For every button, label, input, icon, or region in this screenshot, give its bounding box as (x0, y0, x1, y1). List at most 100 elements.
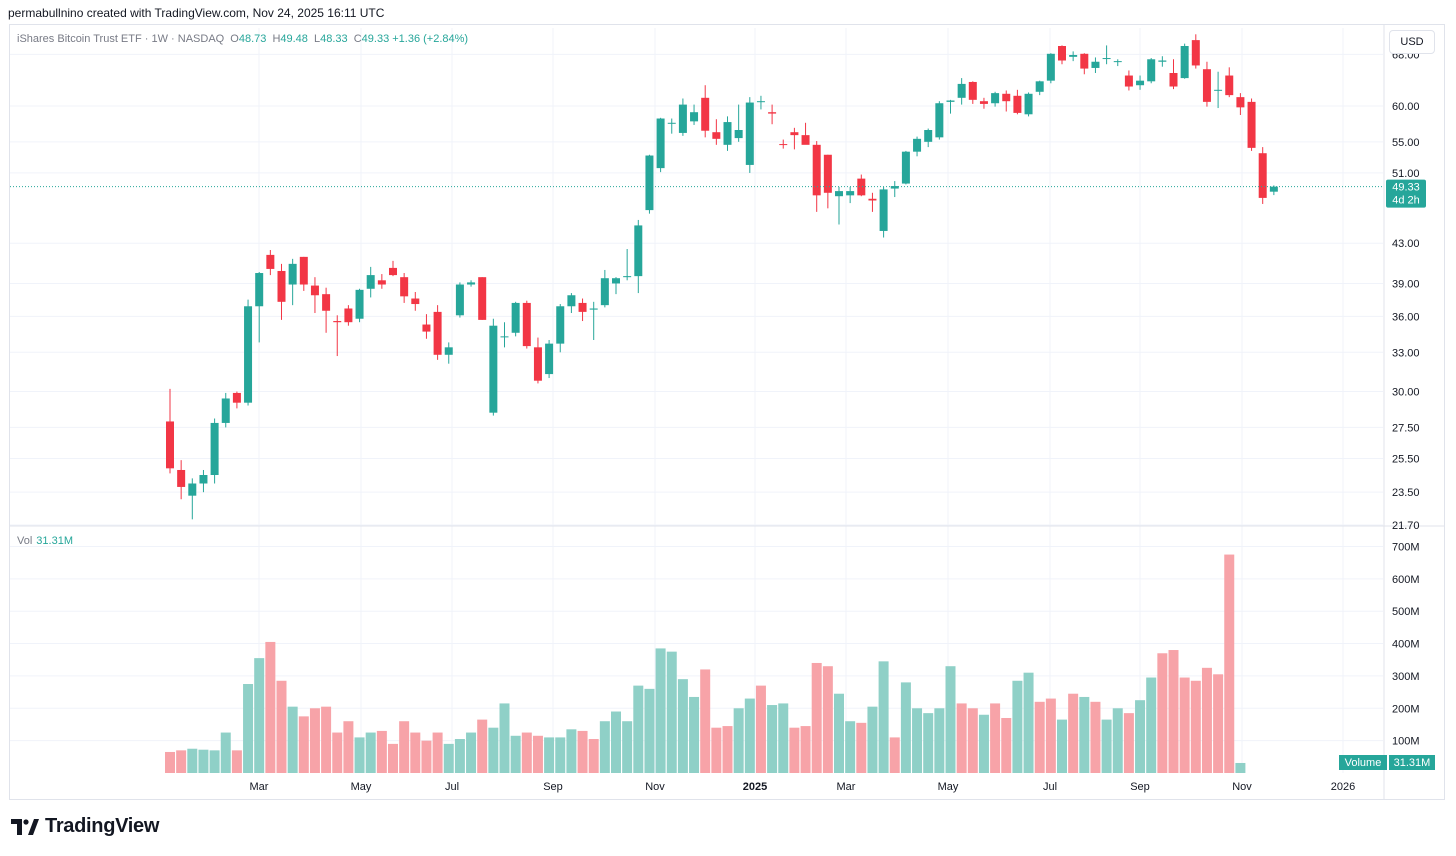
volume-bar (912, 708, 923, 773)
volume-bar (1135, 700, 1146, 773)
candle-body (422, 324, 431, 332)
volume-bar (934, 708, 945, 773)
candle-body (1080, 53, 1089, 69)
volume-bar (1190, 680, 1201, 773)
candle-body (344, 308, 353, 323)
volume-bar (1057, 719, 1067, 773)
candle-body (623, 276, 632, 278)
volume-tick-label: 500M (1392, 606, 1420, 618)
symbol-legend: iShares Bitcoin Trust ETF · 1W · NASDAQ … (17, 33, 468, 45)
volume-bar (666, 651, 677, 773)
candle-body (946, 100, 955, 102)
candle-body (1169, 72, 1178, 87)
volume-bar (510, 735, 521, 773)
volume-name-badge (1339, 755, 1387, 770)
volume-bar (956, 703, 967, 773)
candle-body (1158, 60, 1167, 62)
time-tick-label: 2025 (743, 781, 767, 793)
candle-body (455, 284, 464, 316)
candle-body (578, 302, 587, 312)
candle-body (678, 104, 687, 133)
volume-legend-value: 31.31M (36, 535, 73, 547)
candle-body (667, 122, 676, 124)
volume-bar (1157, 653, 1168, 773)
candle-body (288, 263, 297, 285)
candle-body (232, 392, 241, 403)
symbol-title: iShares Bitcoin Trust ETF · 1W · NASDAQ (17, 33, 225, 45)
volume-bar (978, 714, 989, 773)
volume-axis: 100M 200M 300M 400M 500M 600M 700M (1392, 541, 1420, 747)
candle-body (913, 138, 922, 152)
time-tick-label: Sep (543, 781, 563, 793)
volume-value-text: 31.31M (1394, 757, 1431, 769)
candle-body (1202, 69, 1211, 102)
candle-body (1035, 81, 1044, 92)
candle-body (500, 336, 509, 338)
candle-body (166, 421, 174, 469)
candle-body (645, 155, 654, 211)
candle-body (1258, 153, 1267, 198)
candle-body (221, 398, 230, 423)
volume-bar (287, 706, 298, 773)
candle-body (489, 325, 498, 413)
volume-bar (990, 703, 1001, 773)
volume-bar (945, 666, 956, 773)
candle-body (1180, 46, 1189, 79)
candle-body (1113, 61, 1122, 63)
volume-bar (544, 737, 555, 773)
volume-bar (220, 732, 231, 773)
volume-bar (700, 669, 711, 773)
volume-bar (555, 737, 566, 773)
volume-bar (499, 703, 510, 773)
currency-button[interactable]: USD (1389, 30, 1435, 54)
volume-bar (321, 706, 332, 773)
volume-tick-label: 100M (1392, 736, 1420, 748)
volume-bar (789, 727, 800, 773)
price-axis: 21.70 23.50 25.50 27.50 30.00 33.00 36.00 39.00… (1392, 49, 1420, 532)
volume-bar (767, 705, 778, 773)
volume-bar (867, 706, 878, 773)
candle-body (1269, 186, 1278, 192)
high-value: 49.48 (280, 33, 308, 45)
time-tick-label: Mar (250, 781, 269, 793)
volume-bar (265, 641, 276, 773)
candle-body (567, 295, 576, 307)
price-tick-label: 60.00 (1392, 101, 1420, 113)
volume-value-badge (1389, 755, 1435, 770)
volume-bar (689, 696, 700, 773)
price-tick-label: 43.00 (1392, 238, 1420, 250)
volume-bar (900, 682, 911, 773)
candle-body (1046, 53, 1055, 81)
price-tick-label: 23.50 (1392, 487, 1420, 499)
volume-bar (834, 693, 844, 773)
volume-tick-label: 200M (1392, 703, 1420, 715)
candle-body (935, 103, 944, 138)
time-tick-label: Sep (1130, 781, 1150, 793)
price-tick-label: 25.50 (1392, 454, 1420, 466)
price-tick-label: 30.00 (1392, 387, 1420, 399)
volume-bar (276, 680, 287, 773)
price-tick-label: 27.50 (1392, 422, 1420, 434)
chart-caption: permabullnino created with TradingView.c… (8, 6, 385, 20)
candle-body (1024, 93, 1033, 115)
tradingview-logo-icon (11, 818, 39, 835)
volume-bar (521, 732, 532, 773)
volume-bar (388, 743, 398, 773)
candle-body (1091, 61, 1100, 68)
volume-tick-label: 400M (1392, 639, 1420, 651)
volume-bar (611, 711, 621, 773)
candle-body (444, 347, 453, 355)
volume-bar (1112, 708, 1123, 773)
volume-bar (1213, 674, 1224, 773)
volume-bar (633, 685, 644, 773)
volume-bar (454, 739, 465, 773)
time-axis: Mar May Jul Sep Nov 2025 Mar May Jul Sep Nov 2026 (250, 781, 1356, 793)
volume-bar (733, 708, 744, 773)
candle-body (879, 189, 888, 231)
candle-body (1124, 75, 1133, 87)
candle-body (400, 277, 409, 297)
candle-body (846, 191, 855, 196)
candle-body (734, 130, 743, 139)
